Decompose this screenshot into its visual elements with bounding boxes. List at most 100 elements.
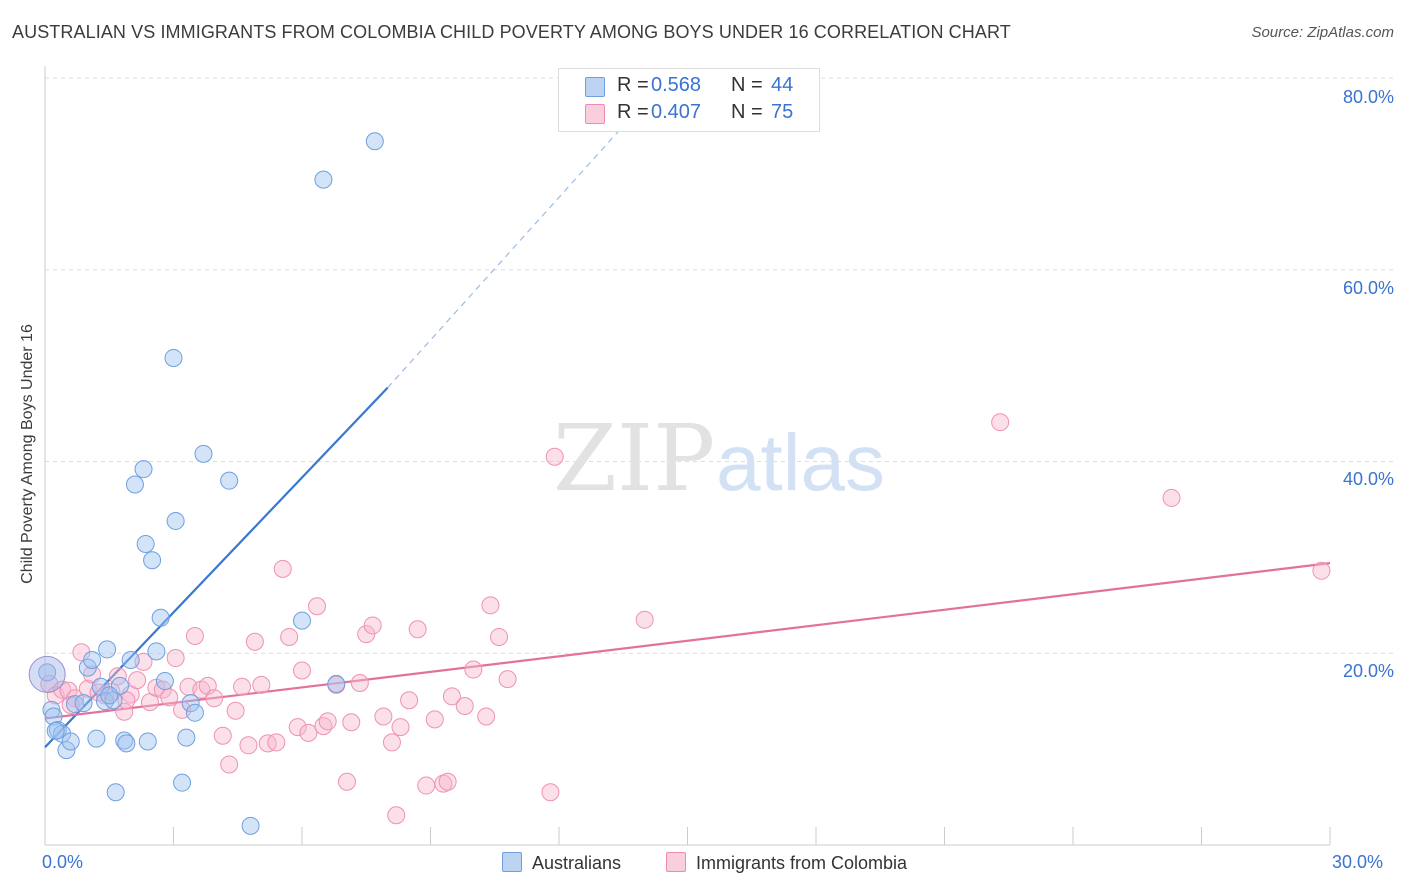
point-colombia <box>477 707 496 726</box>
point-australians <box>365 132 384 151</box>
grid-lines <box>45 77 1395 654</box>
point-colombia <box>382 733 401 752</box>
point-colombia <box>245 632 264 651</box>
point-australians <box>138 732 157 751</box>
trend-colombia <box>44 562 1331 720</box>
point-australians <box>42 700 61 719</box>
watermark: ZIP atlas <box>553 405 885 512</box>
point-australians <box>177 728 196 747</box>
y-tick-label: 80.0% <box>1342 87 1394 107</box>
point-australians <box>44 707 63 726</box>
point-australians <box>143 551 162 570</box>
watermark-zip: ZIP <box>553 405 715 512</box>
legend-r-value-colombia: 0.407 <box>651 101 702 123</box>
point-colombia <box>417 776 436 795</box>
point-colombia <box>160 688 179 707</box>
point-colombia <box>293 661 311 680</box>
point-australians <box>181 694 200 713</box>
point-colombia <box>408 620 427 639</box>
point-colombia <box>455 696 474 715</box>
point-cluster <box>28 655 66 693</box>
legend-n-value-australians: 44 <box>771 74 794 96</box>
point-colombia <box>226 701 245 720</box>
bottom-legend-label-colombia: Immigrants from Colombia <box>696 853 908 873</box>
point-colombia <box>273 559 292 578</box>
point-colombia <box>185 626 204 645</box>
point-colombia <box>350 673 369 692</box>
point-colombia <box>391 718 410 737</box>
legend-swatch-australians <box>585 77 605 97</box>
point-australians <box>121 650 140 669</box>
bottom-legend-colombia: Immigrants from Colombia <box>666 852 907 874</box>
legend-r-value-australians: 0.568 <box>651 74 702 96</box>
point-australians <box>155 672 174 691</box>
point-colombia <box>425 710 444 729</box>
legend-r-label: R = <box>617 101 649 123</box>
point-australians <box>83 650 102 669</box>
trend-australians-extrapolated <box>387 125 624 389</box>
point-australians <box>166 511 185 530</box>
point-australians <box>87 729 106 748</box>
point-colombia <box>72 643 91 662</box>
point-australians <box>125 475 144 494</box>
point-colombia <box>252 675 271 694</box>
point-colombia <box>267 733 286 752</box>
point-colombia <box>166 649 185 668</box>
point-colombia <box>280 627 299 646</box>
legend-n-label: N = <box>731 74 763 96</box>
y-tick-label: 60.0% <box>1342 278 1394 298</box>
point-colombia <box>442 687 461 706</box>
y-tick-label: 20.0% <box>1342 661 1394 681</box>
data-points <box>28 132 1331 835</box>
point-australians <box>293 611 311 630</box>
point-australians <box>136 534 155 553</box>
point-australians <box>327 674 346 693</box>
point-colombia <box>541 783 560 802</box>
bottom-legend-label-australians: Australians <box>532 853 622 873</box>
point-colombia <box>498 670 517 689</box>
point-colombia <box>481 596 500 615</box>
point-australians <box>38 663 57 682</box>
source-label: Source: ZipAtlas.com <box>1251 24 1394 41</box>
point-colombia <box>213 726 232 745</box>
point-colombia <box>220 755 239 774</box>
point-colombia <box>233 677 252 696</box>
point-australians <box>151 608 170 627</box>
point-colombia <box>342 713 361 732</box>
y-tick-label: 40.0% <box>1342 469 1394 489</box>
point-australians <box>74 694 93 713</box>
point-colombia <box>307 597 326 616</box>
point-colombia <box>1162 488 1181 507</box>
point-australians <box>220 471 239 490</box>
point-colombia <box>299 723 318 742</box>
point-colombia <box>363 616 382 635</box>
point-australians <box>194 444 213 463</box>
point-colombia <box>374 707 393 726</box>
point-colombia <box>128 671 147 690</box>
x-tick-label: 30.0% <box>1332 852 1384 872</box>
point-australians <box>98 640 117 659</box>
point-australians <box>185 703 204 722</box>
point-australians <box>46 721 65 740</box>
point-colombia <box>438 772 457 791</box>
point-australians <box>147 642 166 661</box>
point-australians <box>241 816 260 835</box>
point-colombia <box>53 680 72 699</box>
point-colombia <box>635 610 654 629</box>
legend-swatch-colombia <box>585 104 605 124</box>
point-colombia <box>337 772 356 791</box>
point-colombia <box>400 691 419 710</box>
point-australians <box>57 741 76 760</box>
point-australians <box>100 686 119 705</box>
point-colombia <box>239 736 258 755</box>
axes <box>44 66 1331 846</box>
point-colombia <box>545 447 564 466</box>
point-australians <box>314 170 333 189</box>
point-colombia <box>490 627 509 646</box>
point-australians <box>61 732 80 751</box>
point-colombia <box>991 413 1010 432</box>
point-colombia <box>464 660 483 679</box>
point-australians <box>115 731 134 750</box>
legend-r-label: R = <box>617 74 649 96</box>
